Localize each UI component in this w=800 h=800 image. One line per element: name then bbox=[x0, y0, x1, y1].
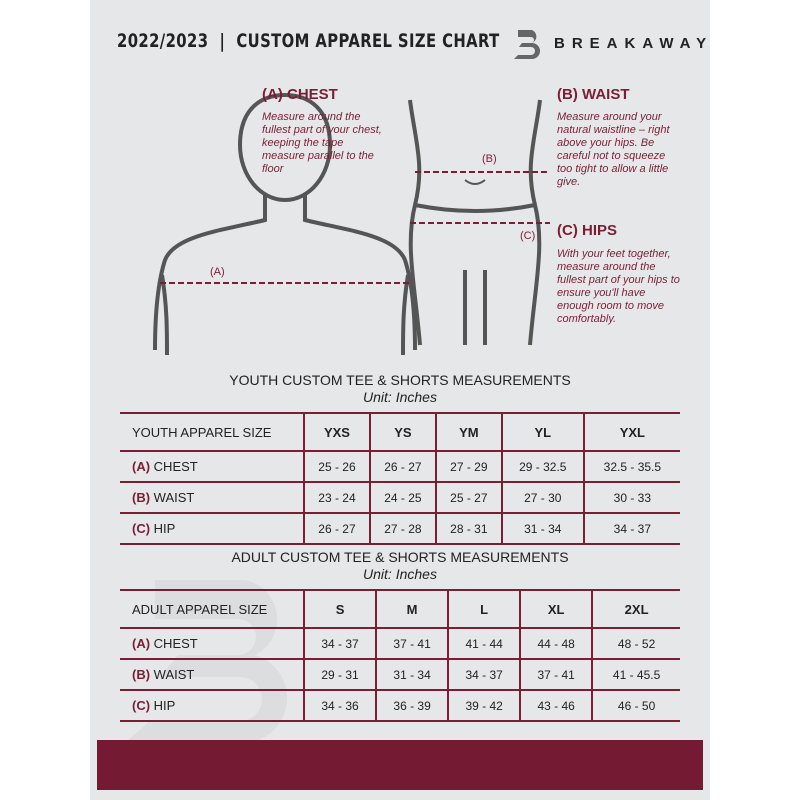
cell: 24 - 25 bbox=[368, 482, 436, 514]
table-row: (B) WAIST 29 - 31 31 - 34 34 - 37 37 - 41 41 … bbox=[120, 659, 680, 691]
adult-size-table: ADULT APPAREL SIZE S M L XL 2XL (A) CHEST 34 -… bbox=[120, 589, 680, 722]
cell: 34 - 37 bbox=[302, 628, 377, 660]
youth-table-title: YOUTH CUSTOM TEE & SHORTS MEASUREMENTS bbox=[229, 372, 571, 388]
table-row: (C) HIP 26 - 27 27 - 28 28 - 31 31 - 34 34 - … bbox=[120, 513, 680, 545]
table-row: (C) HIP 34 - 36 36 - 39 39 - 42 43 - 46 46 - … bbox=[120, 690, 680, 722]
cell: 27 - 28 bbox=[368, 513, 436, 545]
cell: 31 - 34 bbox=[375, 659, 449, 691]
header-cell: YOUTH APPAREL SIZE bbox=[120, 412, 304, 452]
header-cell: YS bbox=[368, 412, 436, 452]
cell: 36 - 39 bbox=[375, 690, 449, 722]
header-cell: L bbox=[447, 589, 521, 629]
chest-description: Measure around the fullest part of your … bbox=[262, 111, 382, 175]
footer-band bbox=[97, 740, 703, 790]
cell: 31 - 34 bbox=[500, 513, 584, 545]
header-cell: YM bbox=[434, 412, 502, 452]
cell: 39 - 42 bbox=[447, 690, 521, 722]
cell: 43 - 46 bbox=[519, 690, 593, 722]
youth-unit: Unit: Inches bbox=[363, 389, 437, 405]
row-code: (A) bbox=[132, 636, 151, 651]
cell: 27 - 29 bbox=[434, 451, 502, 483]
row-name: HIP bbox=[153, 521, 176, 536]
page-title: 2022/2023 | CUSTOM APPAREL SIZE CHART bbox=[117, 30, 500, 52]
cell: 48 - 52 bbox=[591, 628, 680, 660]
header-cell: ADULT APPAREL SIZE bbox=[120, 589, 304, 629]
cell: 46 - 50 bbox=[591, 690, 680, 722]
brand-logo: BREAKAWAY bbox=[510, 26, 713, 60]
body-figures bbox=[153, 92, 550, 355]
header-cell: YL bbox=[500, 412, 584, 452]
cell: 41 - 45.5 bbox=[591, 659, 680, 691]
cell: 29 - 32.5 bbox=[500, 451, 584, 483]
cell: 37 - 41 bbox=[375, 628, 449, 660]
size-chart-sheet: 2022/2023 | CUSTOM APPAREL SIZE CHART BR… bbox=[90, 0, 710, 800]
cell: 28 - 31 bbox=[434, 513, 502, 545]
row-label: (C) HIP bbox=[120, 690, 304, 722]
row-label: (B) WAIST bbox=[120, 659, 304, 691]
row-label: (A) CHEST bbox=[120, 628, 304, 660]
header-cell: S bbox=[302, 589, 377, 629]
cell: 44 - 48 bbox=[519, 628, 593, 660]
row-name: HIP bbox=[153, 698, 176, 713]
row-code: (B) bbox=[132, 667, 151, 682]
brand-name: BREAKAWAY bbox=[554, 34, 714, 52]
table-row: (A) CHEST 34 - 37 37 - 41 41 - 44 44 - 48 48 … bbox=[120, 628, 680, 660]
row-name: WAIST bbox=[153, 667, 195, 682]
row-name: CHEST bbox=[153, 636, 198, 651]
cell: 23 - 24 bbox=[303, 482, 370, 514]
row-label: (C) HIP bbox=[120, 513, 304, 545]
row-label: (B) WAIST bbox=[120, 482, 304, 514]
hips-marker: (C) bbox=[520, 230, 536, 242]
adult-table-title: ADULT CUSTOM TEE & SHORTS MEASUREMENTS bbox=[231, 549, 569, 565]
row-code: (C) bbox=[132, 521, 151, 536]
cell: 25 - 26 bbox=[303, 451, 370, 483]
cell: 29 - 31 bbox=[302, 659, 377, 691]
row-code: (A) bbox=[132, 459, 151, 474]
waist-heading: (B) WAIST bbox=[557, 86, 630, 103]
breakaway-b-icon bbox=[514, 30, 540, 59]
row-code: (C) bbox=[132, 698, 151, 713]
cell: 27 - 30 bbox=[500, 482, 584, 514]
cell: 32.5 - 35.5 bbox=[582, 451, 680, 483]
row-name: CHEST bbox=[153, 459, 198, 474]
hips-heading: (C) HIPS bbox=[557, 222, 617, 239]
waist-description: Measure around your natural waistline – … bbox=[557, 111, 670, 188]
cell: 30 - 33 bbox=[582, 482, 680, 514]
waist-marker: (B) bbox=[482, 153, 497, 165]
row-label: (A) CHEST bbox=[120, 451, 304, 483]
cell: 25 - 27 bbox=[434, 482, 502, 514]
table-row: (A) CHEST 25 - 26 26 - 27 27 - 29 29 - 32.5 3… bbox=[120, 451, 680, 483]
cell: 34 - 37 bbox=[447, 659, 521, 691]
header-cell: XL bbox=[519, 589, 593, 629]
header-cell: YXS bbox=[303, 412, 370, 452]
cell: 26 - 27 bbox=[368, 451, 436, 483]
cell: 34 - 36 bbox=[302, 690, 377, 722]
adult-unit: Unit: Inches bbox=[363, 566, 437, 582]
row-name: WAIST bbox=[153, 490, 195, 505]
header-cell: 2XL bbox=[591, 589, 680, 629]
cell: 26 - 27 bbox=[303, 513, 370, 545]
upper-body-figure bbox=[153, 92, 417, 355]
chest-marker: (A) bbox=[210, 266, 225, 278]
table-header-row: YOUTH APPAREL SIZE YXS YS YM YL YXL bbox=[120, 412, 680, 452]
lower-body-figure bbox=[408, 99, 542, 346]
table-header-row: ADULT APPAREL SIZE S M L XL 2XL bbox=[120, 589, 680, 629]
row-code: (B) bbox=[132, 490, 151, 505]
cell: 34 - 37 bbox=[582, 513, 680, 545]
cell: 37 - 41 bbox=[519, 659, 593, 691]
chest-heading: (A) CHEST bbox=[262, 86, 338, 103]
header-cell: YXL bbox=[582, 412, 680, 452]
table-row: (B) WAIST 23 - 24 24 - 25 25 - 27 27 - 30 30 … bbox=[120, 482, 680, 514]
cell: 41 - 44 bbox=[447, 628, 521, 660]
header-cell: M bbox=[375, 589, 449, 629]
hips-description: With your feet together, measure around … bbox=[557, 248, 680, 325]
youth-size-table: YOUTH APPAREL SIZE YXS YS YM YL YXL (A) CHEST… bbox=[120, 412, 680, 545]
